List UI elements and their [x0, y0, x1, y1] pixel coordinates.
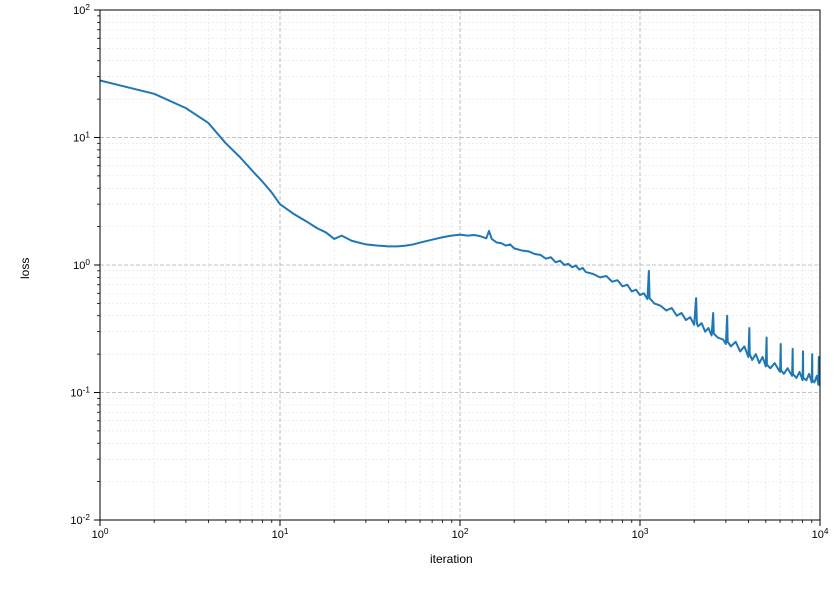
chart-container: 10010110210310410-210-1100101102 iterati… — [0, 0, 838, 590]
x-axis-label: iteration — [430, 552, 473, 566]
line-chart: 10010110210310410-210-1100101102 — [0, 0, 838, 590]
y-axis-label: loss — [18, 258, 32, 279]
